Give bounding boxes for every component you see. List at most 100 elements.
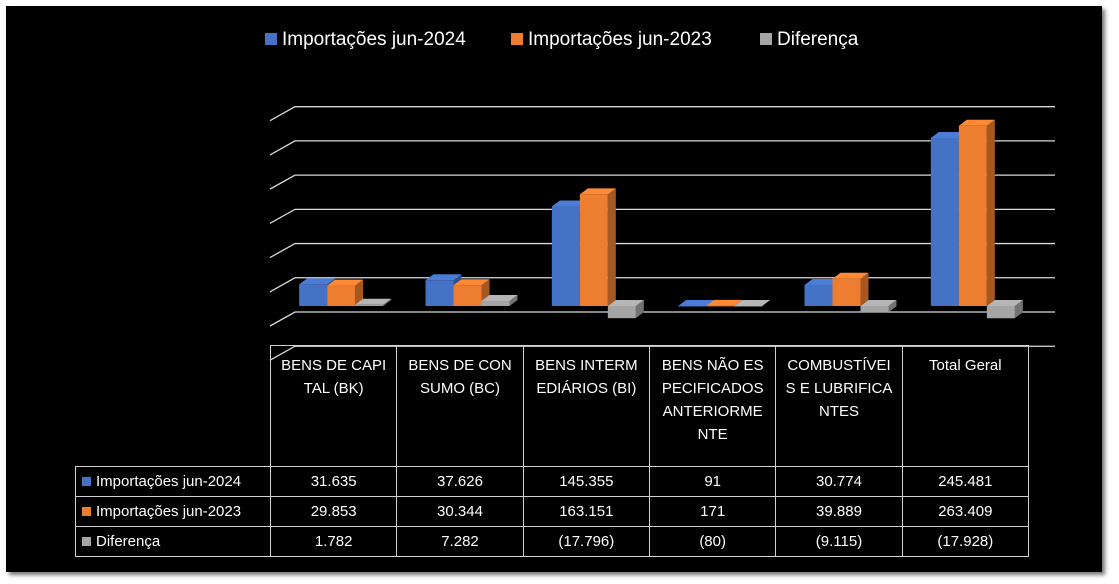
bar-front xyxy=(678,305,707,307)
bar-top xyxy=(453,279,490,286)
bar-front xyxy=(930,138,959,306)
bar xyxy=(734,300,771,307)
table-value: 1.782 xyxy=(270,526,398,557)
bar-front xyxy=(579,194,608,306)
bar xyxy=(355,298,392,306)
bar-front xyxy=(327,285,356,306)
grid-line xyxy=(269,106,1055,122)
table-value: 171 xyxy=(649,496,777,527)
row-label-text: Importações jun-2024 xyxy=(96,473,242,490)
row-label: Importações jun-2023 xyxy=(75,496,271,527)
grid-line xyxy=(269,140,1055,156)
bar-side xyxy=(986,119,995,306)
row-swatch xyxy=(82,477,91,486)
bar-top xyxy=(607,300,644,306)
grid-line xyxy=(269,242,1055,259)
category-header: BENS NÃO ESPECIFICADOS ANTERIORMENTE xyxy=(649,345,777,467)
table-value: (80) xyxy=(649,526,777,557)
table-value: 163.151 xyxy=(522,496,650,527)
bar-top xyxy=(706,299,743,306)
bar xyxy=(706,299,743,307)
table-value: 29.853 xyxy=(270,496,398,527)
bar-front xyxy=(706,305,735,307)
bar-side xyxy=(635,300,644,319)
table-value: 91 xyxy=(649,466,777,497)
table-value: 31.635 xyxy=(270,466,398,497)
bar-top xyxy=(481,295,518,302)
table-value: (17.796) xyxy=(522,526,650,557)
bar-front xyxy=(958,125,987,306)
bar-top xyxy=(327,279,364,286)
table-value: 30.344 xyxy=(396,496,524,527)
bar xyxy=(958,119,995,306)
table-value: 30.774 xyxy=(775,466,903,497)
bar-front xyxy=(425,280,454,306)
bar-side xyxy=(888,300,897,313)
bar-side xyxy=(383,298,392,306)
bar-top xyxy=(734,300,771,306)
bar-front xyxy=(734,306,763,307)
legend-swatch xyxy=(511,33,523,45)
bar-side xyxy=(509,295,518,306)
bar-side xyxy=(762,300,771,307)
bar xyxy=(481,295,518,306)
bar-front xyxy=(804,284,833,306)
bar-top xyxy=(958,119,995,126)
bar-side xyxy=(1014,300,1023,319)
row-label-text: Diferença xyxy=(96,533,161,550)
bar-front xyxy=(355,304,384,306)
row-swatch xyxy=(82,537,91,546)
bar-top xyxy=(986,300,1023,306)
table-value: 245.481 xyxy=(901,466,1029,497)
bar-front xyxy=(299,284,328,306)
bar xyxy=(832,272,869,306)
bar-top xyxy=(355,298,392,305)
table-value: 263.409 xyxy=(901,496,1029,527)
category-header: BENS DE CONSUMO (BC) xyxy=(396,345,524,467)
bar xyxy=(453,279,490,306)
grid-line xyxy=(269,277,1055,293)
legend-swatch xyxy=(265,33,277,45)
row-swatch xyxy=(82,507,91,516)
bar-top xyxy=(551,200,588,207)
bar-front xyxy=(860,306,889,313)
bar-top xyxy=(678,299,715,306)
bar-top xyxy=(832,272,869,279)
category-header: COMBUSTÍVEIS E LUBRIFICANTES xyxy=(775,345,903,467)
table-value: 39.889 xyxy=(775,496,903,527)
bar-top xyxy=(860,300,897,306)
table-value: (9.115) xyxy=(775,526,903,557)
bar-top xyxy=(299,278,336,285)
category-header: BENS DE CAPITAL (BK) xyxy=(270,345,398,467)
legend-swatch xyxy=(760,33,772,45)
bar-front xyxy=(481,301,510,306)
bar-front xyxy=(453,285,482,306)
grid-line xyxy=(269,174,1055,190)
bar-side xyxy=(860,272,869,306)
bar xyxy=(579,188,616,306)
grid-line xyxy=(269,208,1055,224)
bar-front xyxy=(832,278,861,306)
table-value: (17.928) xyxy=(901,526,1029,557)
legend-label: Importações jun-2023 xyxy=(528,29,712,50)
bar-side xyxy=(734,299,743,306)
table-value: 145.355 xyxy=(522,466,650,497)
bar-top xyxy=(804,278,841,285)
row-label-text: Importações jun-2023 xyxy=(96,503,242,520)
bar-side xyxy=(607,188,616,306)
bar-top xyxy=(425,274,462,281)
bar-front xyxy=(551,206,580,306)
bar xyxy=(607,300,644,319)
row-label: Diferença xyxy=(75,526,271,557)
legend-label: Diferença xyxy=(777,29,859,50)
category-header: Total Geral xyxy=(901,345,1029,467)
bar-side xyxy=(355,279,364,306)
category-header: BENS INTERMEDIÁRIOS (BI) xyxy=(522,345,650,467)
legend-label: Importações jun-2024 xyxy=(282,29,466,50)
table-value: 37.626 xyxy=(396,466,524,497)
table-value: 7.282 xyxy=(396,526,524,557)
grid-line xyxy=(269,311,1055,327)
bar-front xyxy=(607,306,636,319)
